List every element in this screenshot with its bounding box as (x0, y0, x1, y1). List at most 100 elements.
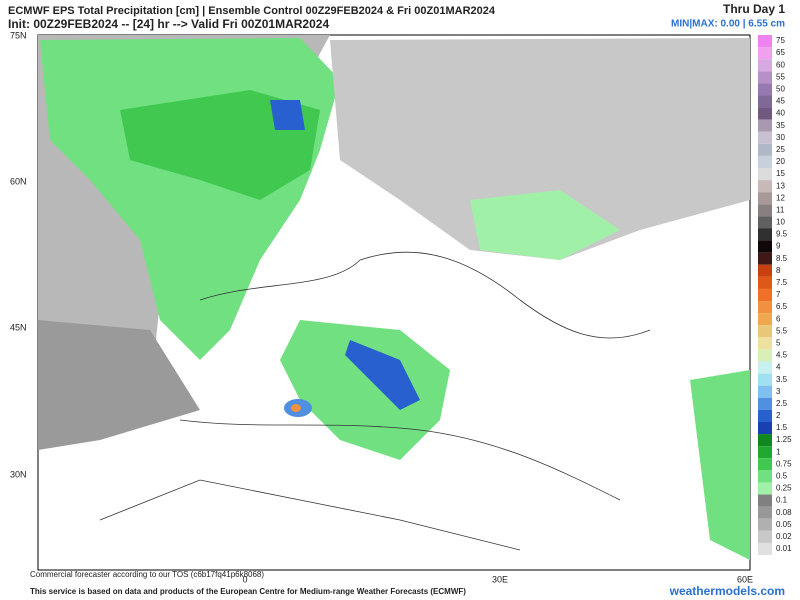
legend-swatch (758, 47, 772, 60)
legend-label: 1.25 (776, 435, 792, 444)
legend-label: 11 (776, 205, 785, 214)
subtitle: Init: 00Z29FEB2024 -- [24] hr --> Valid … (8, 17, 329, 31)
legend-label: 55 (776, 72, 785, 81)
legend-label: 9 (776, 242, 781, 251)
legend-swatch (758, 228, 772, 241)
period: Thru Day 1 (723, 2, 785, 16)
legend-label: 4.5 (776, 351, 788, 360)
legend-swatch (758, 192, 772, 205)
legend-label: 40 (776, 109, 785, 118)
precip-area (470, 190, 620, 260)
legend-label: 15 (776, 169, 785, 178)
legend-label: 10 (776, 218, 785, 227)
legend-label: 1.5 (776, 423, 788, 432)
precip-area (690, 370, 750, 560)
legend-label: 0.08 (776, 508, 792, 517)
legend-swatch (758, 409, 772, 422)
legend-swatch (758, 168, 772, 181)
legend-label: 0.01 (776, 544, 792, 553)
legend-swatch (758, 434, 772, 447)
legend-label: 0.5 (776, 472, 788, 481)
legend-swatch (758, 71, 772, 84)
legend-label: 60 (776, 60, 785, 69)
legend-swatch (758, 506, 772, 519)
legend-label: 7.5 (776, 278, 788, 287)
precip-area (38, 320, 200, 450)
title: ECMWF EPS Total Precipitation [cm] | Ens… (8, 5, 496, 17)
color-legend: 756560555045403530252015131211109.598.58… (758, 35, 792, 555)
legend-label: 12 (776, 193, 785, 202)
legend-swatch (758, 252, 772, 265)
legend-swatch (758, 494, 772, 507)
legend-swatch (758, 180, 772, 193)
legend-label: 1 (776, 447, 781, 456)
lat-label: 75N (10, 30, 27, 40)
legend-label: 13 (776, 181, 785, 190)
lat-label: 45N (10, 322, 27, 332)
lat-label: 30N (10, 469, 27, 479)
lon-label: 60E (737, 574, 753, 584)
legend-label: 20 (776, 157, 785, 166)
legend-swatch (758, 349, 772, 362)
legend-swatch (758, 397, 772, 410)
legend-label: 25 (776, 145, 785, 154)
precip-area (345, 340, 420, 410)
coastline (99, 251, 651, 551)
legend-swatch (758, 325, 772, 338)
lat-label: 60N (10, 176, 27, 186)
legend-label: 6 (776, 314, 781, 323)
legend-swatch (758, 240, 772, 253)
legend-swatch (758, 530, 772, 543)
legend-label: 45 (776, 97, 785, 106)
legend-label: 6.5 (776, 302, 788, 311)
legend-swatch (758, 458, 772, 471)
precip-area (270, 100, 305, 130)
legend-swatch (758, 373, 772, 386)
legend-label: 65 (776, 48, 785, 57)
precip-area (280, 320, 450, 460)
legend-label: 0.05 (776, 520, 792, 529)
legend-swatch (758, 35, 772, 48)
legend-swatch (758, 301, 772, 314)
credit: This service is based on data and produc… (30, 587, 466, 596)
legend-label: 2.5 (776, 399, 788, 408)
minmax: MIN|MAX: 0.00 | 6.55 cm (671, 19, 785, 30)
legend-label: 9.5 (776, 230, 788, 239)
legend-swatch (758, 470, 772, 483)
legend-label: 0.1 (776, 496, 788, 505)
legend-label: 75 (776, 36, 785, 45)
legend-label: 4 (776, 363, 781, 372)
legend-swatch (758, 95, 772, 108)
legend-swatch (758, 337, 772, 350)
legend-swatch (758, 107, 772, 120)
lon-label: 0 (242, 574, 247, 584)
legend-label: 5.5 (776, 326, 788, 335)
legend-label: 50 (776, 85, 785, 94)
precip-area (120, 90, 320, 200)
legend-label: 0.02 (776, 532, 792, 541)
legend-swatch (758, 482, 772, 495)
legend-label: 2 (776, 411, 781, 420)
legend-label: 3 (776, 387, 781, 396)
legend-label: 30 (776, 133, 785, 142)
legend-label: 0.75 (776, 459, 792, 468)
map (37, 34, 751, 571)
legend-swatch (758, 288, 772, 302)
lon-label: 30E (492, 574, 508, 584)
legend-label: 5 (776, 338, 781, 347)
legend-swatch (758, 59, 772, 72)
legend-swatch (758, 313, 772, 326)
legend-swatch (758, 518, 772, 531)
legend-swatch (758, 446, 772, 459)
legend-label: 3.5 (776, 375, 788, 384)
brand[interactable]: weathermodels.com (669, 584, 785, 598)
legend-label: 8.5 (776, 254, 788, 263)
precip-area (291, 404, 301, 412)
legend-swatch (758, 385, 772, 398)
tos-note: Commercial forecaster according to our T… (30, 570, 264, 579)
legend-swatch (758, 155, 772, 169)
legend-swatch (758, 421, 772, 435)
legend-swatch (758, 361, 772, 374)
